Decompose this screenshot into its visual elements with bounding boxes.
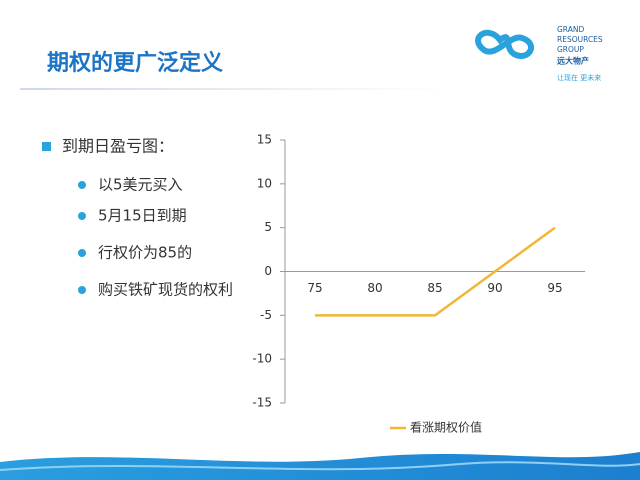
x-tick-label: 90 (487, 281, 502, 295)
y-tick-label: 0 (264, 264, 272, 278)
logo-text: GRAND (557, 25, 584, 34)
x-tick-label: 95 (547, 281, 562, 295)
logo-mark (475, 29, 535, 59)
x-tick-label: 80 (367, 281, 382, 295)
sub-bullet: 行权价为85的 (98, 244, 192, 262)
logo-text: GROUP (557, 45, 584, 54)
bullet-dot (78, 249, 86, 257)
logo: GRAND RESOURCES GROUP 远大物产 让现在 更未来 (475, 25, 603, 82)
logo-text: RESOURCES (557, 35, 603, 44)
y-tick-label: 5 (264, 220, 272, 234)
bullet-square (42, 142, 51, 151)
logo-cn: 远大物产 (557, 56, 589, 66)
bullet-dot (78, 286, 86, 294)
sub-bullet: 以5美元买入 (98, 176, 183, 194)
sub-bullet: 购买铁矿现货的权利 (98, 281, 233, 299)
title-rule (20, 88, 450, 90)
series-line (315, 226, 556, 317)
legend-label: 看涨期权价值 (410, 420, 482, 435)
x-tick-label: 85 (427, 281, 442, 295)
bullet-dot (78, 212, 86, 220)
logo-slogan: 让现在 更未来 (557, 73, 601, 82)
footer-wave-line (0, 461, 640, 471)
y-tick-label: -15 (252, 396, 272, 410)
chart: -15 -10 -5 0 5 10 15 75 80 85 90 95 看涨期权价值 (252, 133, 585, 435)
bullet: 到期日盈亏图： (62, 137, 174, 156)
y-tick-label: 15 (257, 133, 272, 147)
footer-wave (0, 452, 640, 480)
bullet-dot (78, 181, 86, 189)
slide-title: 期权的更广泛定义 (47, 50, 223, 76)
sub-bullet: 5月15日到期 (98, 207, 187, 225)
y-tick-label: -5 (260, 308, 272, 322)
x-tick-label: 75 (307, 281, 322, 295)
y-tick-label: 10 (257, 176, 272, 190)
y-tick-label: -10 (252, 352, 272, 366)
